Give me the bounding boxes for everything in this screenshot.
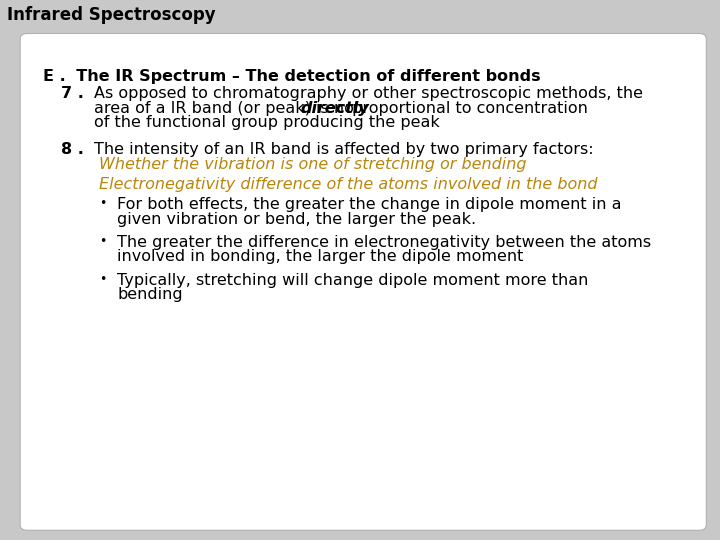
Text: •: • — [99, 197, 107, 210]
Text: Electronegativity difference of the atoms involved in the bond: Electronegativity difference of the atom… — [99, 177, 598, 192]
Text: directly: directly — [300, 101, 369, 116]
Text: As opposed to chromatography or other spectroscopic methods, the: As opposed to chromatography or other sp… — [94, 86, 643, 102]
Text: The intensity of an IR band is affected by two primary factors:: The intensity of an IR band is affected … — [94, 142, 593, 157]
Text: Whether the vibration is one of stretching or bending: Whether the vibration is one of stretchi… — [99, 157, 527, 172]
Text: bending: bending — [117, 287, 183, 302]
Text: area of a IR band (or peak) is not: area of a IR band (or peak) is not — [94, 101, 365, 116]
Text: The IR Spectrum – The detection of different bonds: The IR Spectrum – The detection of diffe… — [65, 69, 541, 84]
Text: involved in bonding, the larger the dipole moment: involved in bonding, the larger the dipo… — [117, 249, 523, 265]
Text: 8 .: 8 . — [61, 142, 84, 157]
Text: •: • — [99, 273, 107, 286]
Text: Infrared Spectroscopy: Infrared Spectroscopy — [7, 6, 216, 24]
Text: 7 .: 7 . — [61, 86, 84, 102]
Text: proportional to concentration: proportional to concentration — [348, 101, 588, 116]
Text: The greater the difference in electronegativity between the atoms: The greater the difference in electroneg… — [117, 235, 652, 250]
Text: •: • — [99, 235, 107, 248]
FancyBboxPatch shape — [20, 33, 706, 530]
Text: of the functional group producing the peak: of the functional group producing the pe… — [94, 115, 439, 130]
Text: E .: E . — [43, 69, 66, 84]
Text: For both effects, the greater the change in dipole moment in a: For both effects, the greater the change… — [117, 197, 622, 212]
Text: Typically, stretching will change dipole moment more than: Typically, stretching will change dipole… — [117, 273, 589, 288]
Text: given vibration or bend, the larger the peak.: given vibration or bend, the larger the … — [117, 212, 477, 227]
